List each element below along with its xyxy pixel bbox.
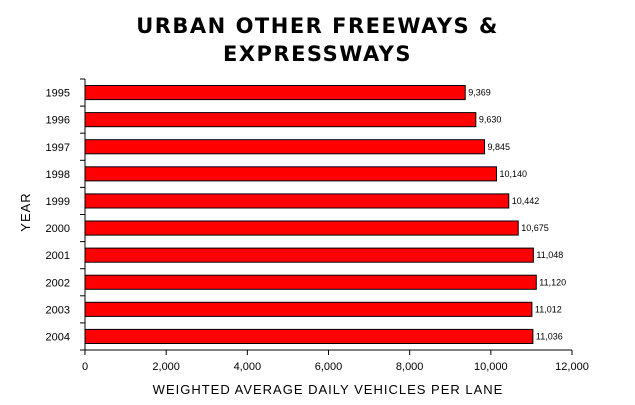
y-tick-label: 1996 (46, 115, 70, 127)
y-tick-label: 2004 (46, 331, 70, 343)
bar-value-label: 11,012 (535, 304, 562, 314)
x-tick-label: 10,000 (474, 361, 508, 373)
chart-title: URBAN OTHER FREEWAYS & EXPRESSWAYS (0, 12, 635, 68)
x-tick-label: 2,000 (152, 361, 180, 373)
bar (84, 166, 498, 182)
x-tick-label: 6,000 (315, 361, 343, 373)
bar-value-label: 11,036 (536, 331, 563, 341)
chart-title-line-1: URBAN OTHER FREEWAYS & (136, 14, 499, 38)
bar-value-label: 10,675 (521, 223, 549, 233)
x-tick-label: 8,000 (396, 361, 424, 373)
bar (84, 328, 534, 344)
y-tick-label: 2003 (46, 304, 70, 316)
plot-area: 0 2,000 4,000 6,000 8,000 10,000 12,000 1995 9,3… (46, 78, 589, 373)
x-axis-title: WEIGHTED AVERAGE DAILY VEHICLES PER LANE (153, 382, 504, 397)
bar-value-label: 10,140 (500, 169, 528, 179)
bar-value-label: 10,442 (512, 196, 540, 206)
bar-value-label: 11,048 (536, 250, 563, 260)
y-tick-label: 1997 (46, 142, 70, 154)
bar (84, 85, 466, 101)
y-tick-label: 1999 (46, 196, 70, 208)
chart-title-line-2: EXPRESSWAYS (222, 42, 413, 66)
x-tick-label: 12,000 (555, 361, 589, 373)
x-tick-label: 0 (82, 361, 88, 373)
bar-value-label: 9,369 (468, 88, 491, 98)
bar (84, 301, 533, 317)
bar (84, 247, 534, 263)
y-tick-label: 1995 (46, 88, 70, 100)
bar (84, 112, 477, 128)
y-tick-label: 2001 (46, 250, 70, 262)
x-tick-label: 4,000 (234, 361, 262, 373)
bar-value-label: 11,120 (539, 277, 566, 287)
bar-value-label: 9,630 (479, 115, 502, 125)
bar (84, 139, 486, 155)
y-tick-label: 1998 (46, 169, 70, 181)
y-axis-title: YEAR (18, 192, 33, 231)
bar (84, 193, 510, 209)
bar (84, 220, 519, 236)
y-tick-label: 2002 (46, 277, 70, 289)
bar-value-label: 9,845 (488, 142, 511, 152)
y-tick-label: 2000 (46, 223, 70, 235)
bar (84, 274, 537, 290)
